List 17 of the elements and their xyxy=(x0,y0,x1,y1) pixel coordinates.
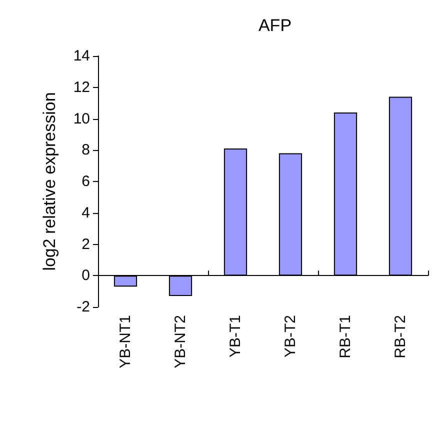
y-axis-title: log2 relative expression xyxy=(40,92,59,271)
y-tick-label: 12 xyxy=(73,78,90,96)
y-tick-label: -2 xyxy=(76,298,90,316)
chart-title: AFP xyxy=(258,16,292,35)
x-tick-label: RB-T1 xyxy=(337,315,354,358)
x-tick-label: RB-T2 xyxy=(392,315,409,358)
x-tick-label: YB-NT1 xyxy=(117,315,134,368)
y-tick-label: 8 xyxy=(82,142,90,159)
y-tick-label: 10 xyxy=(73,110,90,128)
y-tick-label: 4 xyxy=(82,204,90,222)
x-tick-label: YB-T1 xyxy=(227,315,244,358)
x-tick-label: YB-T2 xyxy=(282,315,299,358)
y-tick-label: 2 xyxy=(82,236,90,253)
x-tick-label: YB-NT2 xyxy=(172,315,189,368)
y-tick-label: 14 xyxy=(73,48,90,64)
y-tick-label: 6 xyxy=(82,173,90,190)
y-tick-label: 0 xyxy=(82,267,90,284)
